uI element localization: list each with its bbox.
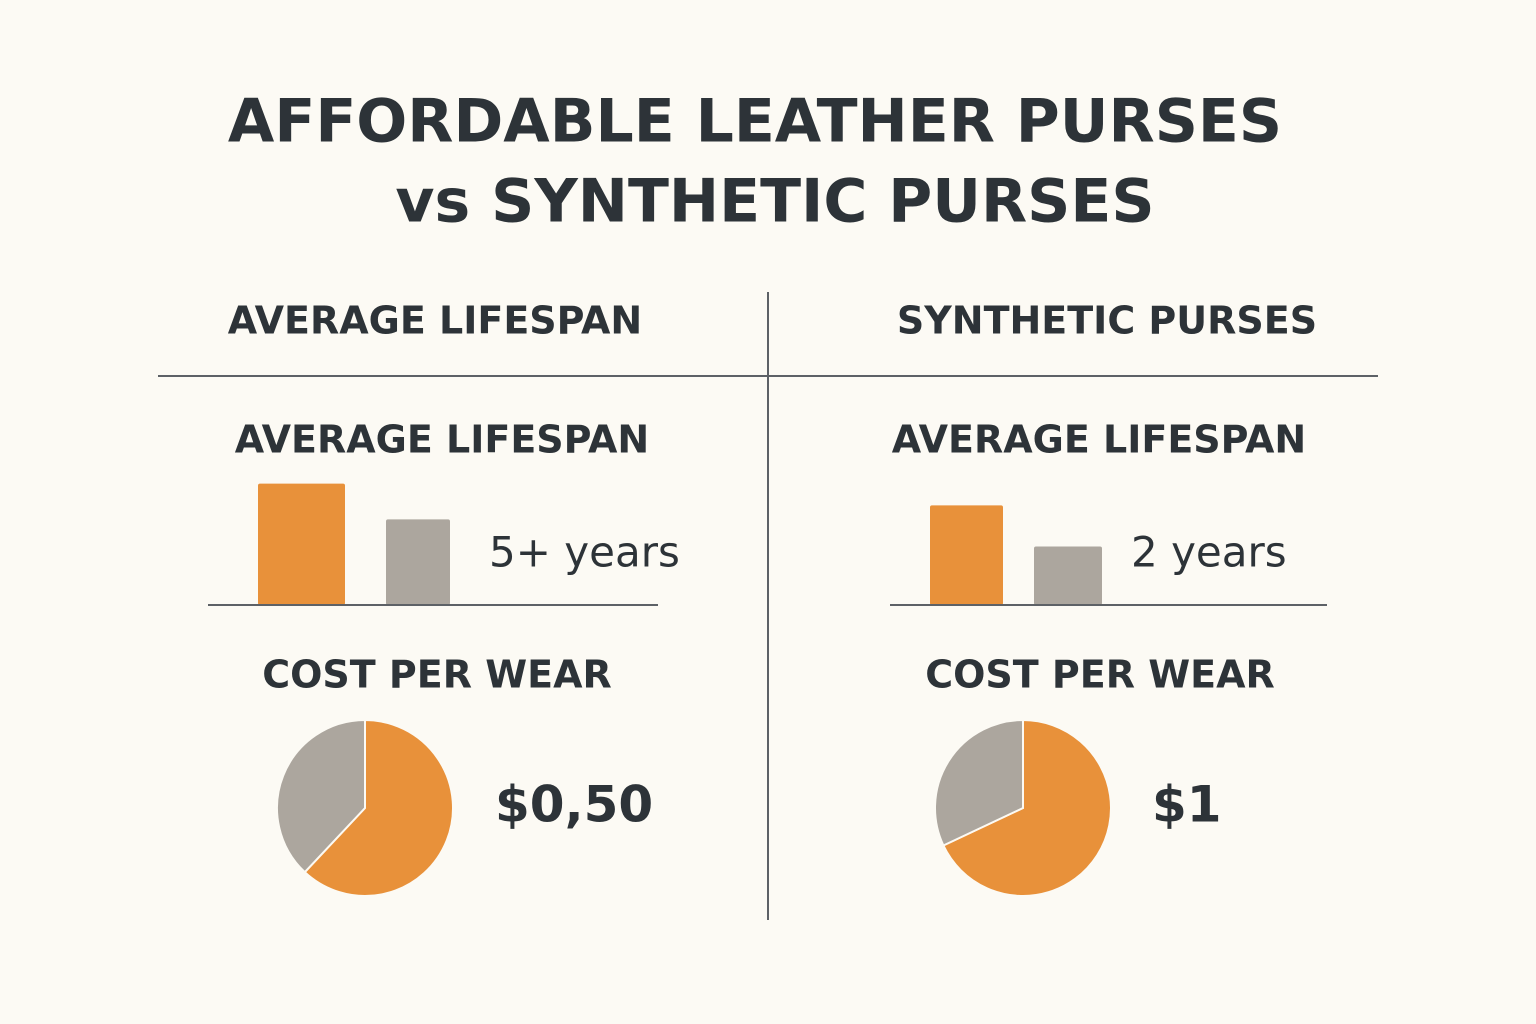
cost-label: $0,50 [495, 776, 653, 834]
column-header: SYNTHETIC PURSES [897, 299, 1317, 343]
section-heading: COST PER WEAR [262, 653, 612, 697]
pie-slice [942, 718, 1112, 897]
lifespan-label: 2 years [1131, 528, 1287, 577]
pie-slice [934, 718, 1024, 847]
lifespan-label: 5+ years [489, 528, 680, 577]
title-line: AFFORDABLE LEATHER PURSES [228, 87, 1282, 157]
bar [258, 483, 345, 605]
cost-label: $1 [1152, 776, 1222, 834]
bar [386, 519, 450, 605]
bar [930, 505, 1003, 605]
section-heading: AVERAGE LIFESPAN [235, 418, 649, 462]
pie-slice [303, 718, 454, 897]
title-line: vs SYNTHETIC PURSES [395, 167, 1154, 237]
bar [1034, 546, 1102, 605]
pie-slice [276, 718, 366, 874]
column-header: AVERAGE LIFESPAN [228, 299, 642, 343]
section-heading: COST PER WEAR [925, 653, 1275, 697]
section-heading: AVERAGE LIFESPAN [892, 418, 1306, 462]
